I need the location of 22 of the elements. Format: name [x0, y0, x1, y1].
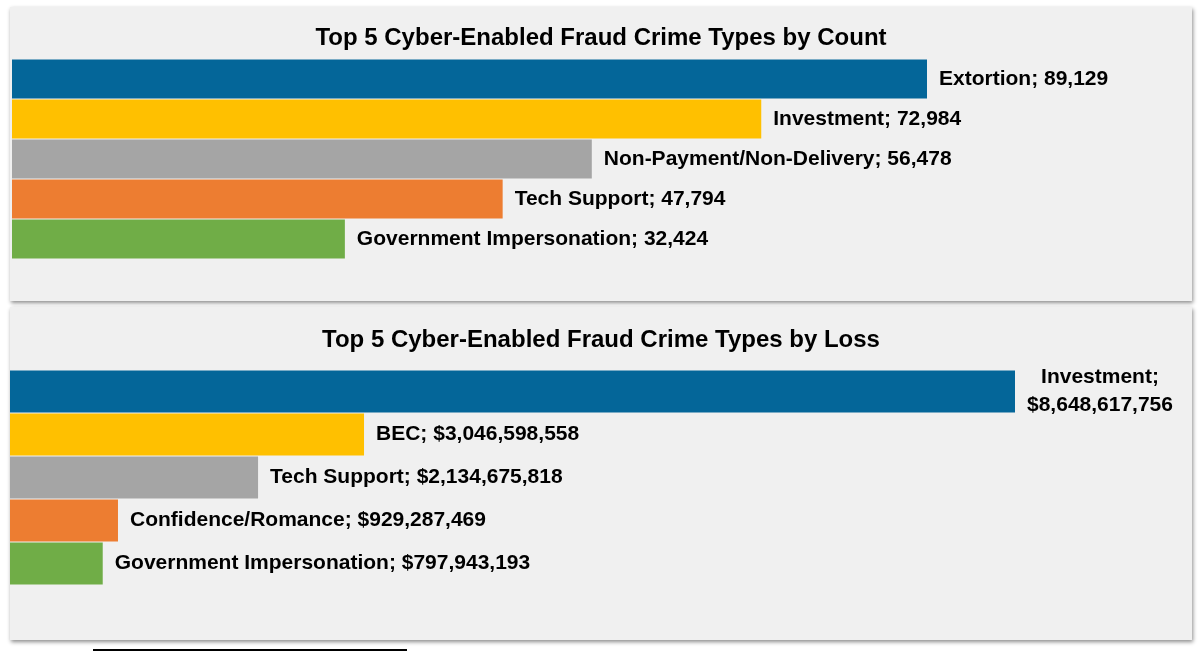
data-label: Investment; 72,984	[773, 105, 962, 129]
data-label: Confidence/Romance; $929,287,469	[129, 507, 486, 531]
bar	[10, 542, 103, 585]
data-label: Government Impersonation; 32,424	[356, 225, 709, 249]
bar	[10, 370, 1015, 413]
chart-title: Top 5 Cyber-Enabled Fraud Crime Types by Count	[315, 22, 887, 50]
data-label: Tech Support; 47,794	[514, 185, 726, 209]
bar	[12, 139, 592, 179]
data-label: Government Impersonation; $797,943,193	[114, 550, 531, 574]
bar	[10, 499, 118, 542]
data-label: BEC; $3,046,598,558	[376, 421, 580, 445]
bar	[12, 59, 927, 99]
bar	[12, 179, 503, 219]
data-label: Extortion; 89,129	[938, 65, 1109, 89]
bar	[12, 99, 762, 139]
bar	[10, 413, 365, 456]
data-label: Tech Support; $2,134,675,818	[270, 464, 563, 488]
bar	[10, 456, 259, 499]
data-label: Investment; $8,648,617,756	[1027, 364, 1173, 416]
bar	[12, 219, 345, 259]
chart-title: Top 5 Cyber-Enabled Fraud Crime Types by Loss	[322, 324, 880, 352]
data-label: Non-Payment/Non-Delivery; 56,478	[603, 145, 952, 169]
